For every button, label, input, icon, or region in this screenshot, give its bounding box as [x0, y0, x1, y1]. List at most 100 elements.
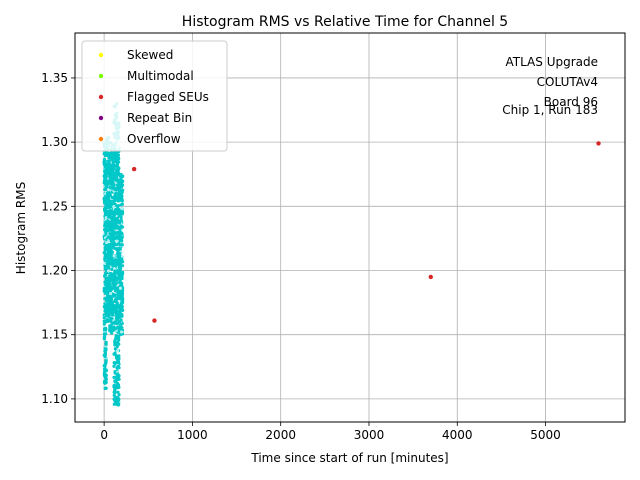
- normal-point: [116, 384, 121, 388]
- normal-point: [109, 278, 113, 283]
- normal-point: [103, 361, 108, 366]
- x-tick-label: 1000: [177, 428, 208, 442]
- normal-point: [116, 340, 120, 345]
- normal-point: [105, 183, 109, 188]
- normal-point: [112, 321, 117, 325]
- normal-point: [111, 159, 115, 163]
- normal-point: [118, 251, 122, 256]
- normal-point: [106, 311, 110, 315]
- y-tick-label: 1.30: [41, 135, 68, 149]
- normal-point: [106, 188, 111, 192]
- normal-point: [119, 237, 123, 241]
- normal-point: [116, 334, 121, 338]
- normal-point: [116, 336, 121, 341]
- normal-point: [118, 229, 122, 234]
- normal-point: [119, 271, 123, 275]
- normal-point: [108, 166, 112, 171]
- normal-point: [110, 179, 114, 183]
- legend-label-multimodal: Multimodal: [127, 69, 194, 83]
- normal-point: [115, 162, 120, 166]
- normal-point: [108, 221, 112, 225]
- y-tick-label: 1.25: [41, 199, 68, 213]
- normal-point: [102, 316, 106, 320]
- normal-point: [116, 390, 120, 394]
- x-tick-label: 0: [100, 428, 108, 442]
- normal-point: [108, 282, 112, 287]
- normal-point: [104, 232, 108, 236]
- normal-point: [105, 255, 109, 260]
- normal-point: [120, 243, 124, 247]
- normal-point: [105, 172, 109, 176]
- normal-point: [110, 195, 115, 200]
- normal-point: [107, 315, 111, 319]
- normal-point: [120, 199, 124, 203]
- normal-point: [114, 281, 119, 286]
- normal-point: [115, 204, 119, 208]
- normal-point: [112, 364, 116, 368]
- normal-point: [107, 245, 112, 250]
- normal-point: [113, 338, 117, 342]
- normal-point: [102, 289, 106, 293]
- normal-point: [105, 281, 109, 285]
- x-tick-label: 3000: [354, 428, 385, 442]
- flagged-seu-point: [131, 166, 137, 172]
- normal-point: [115, 381, 119, 385]
- normal-point: [112, 284, 116, 288]
- normal-point: [120, 179, 124, 183]
- normal-point: [110, 267, 114, 272]
- run-info-annotation: ATLAS Upgrade COLUTAv4 Board 96 Chip 1, …: [502, 55, 598, 117]
- normal-point: [119, 175, 123, 179]
- normal-point: [105, 247, 109, 251]
- normal-point: [116, 297, 120, 301]
- normal-point: [118, 263, 122, 267]
- normal-point: [117, 315, 121, 320]
- legend-marker-flagged-seus: [98, 94, 104, 100]
- normal-point: [118, 257, 122, 261]
- normal-point: [113, 171, 117, 175]
- normal-point: [116, 349, 120, 353]
- normal-point: [108, 302, 112, 306]
- normal-point: [104, 342, 108, 346]
- normal-point: [120, 206, 124, 211]
- normal-point: [108, 194, 112, 198]
- normal-point: [102, 337, 106, 341]
- normal-point: [115, 366, 119, 370]
- normal-point: [103, 258, 107, 262]
- y-tick-label: 1.15: [41, 328, 68, 342]
- normal-point: [112, 384, 116, 388]
- normal-point: [108, 261, 112, 265]
- normal-point: [117, 166, 121, 170]
- annotation-line-1: ATLAS Upgrade: [505, 55, 598, 69]
- normal-point: [113, 347, 117, 351]
- normal-point: [116, 156, 120, 160]
- normal-point: [103, 352, 107, 356]
- legend-marker-overflow: [98, 136, 104, 142]
- normal-point: [112, 398, 117, 402]
- normal-point: [108, 294, 112, 299]
- annotation-line-4: Chip 1, Run 183: [502, 103, 598, 117]
- normal-point: [117, 393, 121, 397]
- normal-point: [105, 244, 109, 248]
- normal-point: [102, 304, 106, 309]
- normal-point: [117, 226, 122, 230]
- normal-point: [103, 367, 107, 371]
- normal-point: [118, 279, 122, 283]
- normal-point: [107, 215, 112, 219]
- normal-point: [119, 308, 123, 312]
- normal-point: [106, 159, 110, 163]
- normal-point: [115, 239, 119, 243]
- normal-point: [119, 282, 123, 286]
- normal-point: [105, 286, 109, 290]
- normal-point: [102, 251, 106, 255]
- normal-point: [110, 249, 114, 254]
- normal-point: [112, 215, 117, 219]
- normal-point: [113, 294, 117, 298]
- normal-point: [108, 328, 112, 332]
- normal-point: [115, 401, 120, 405]
- normal-point: [105, 201, 109, 205]
- normal-point: [115, 377, 120, 381]
- normal-point: [115, 224, 119, 228]
- normal-point: [118, 219, 122, 223]
- flagged-seu-point: [428, 274, 433, 280]
- normal-point: [117, 182, 121, 186]
